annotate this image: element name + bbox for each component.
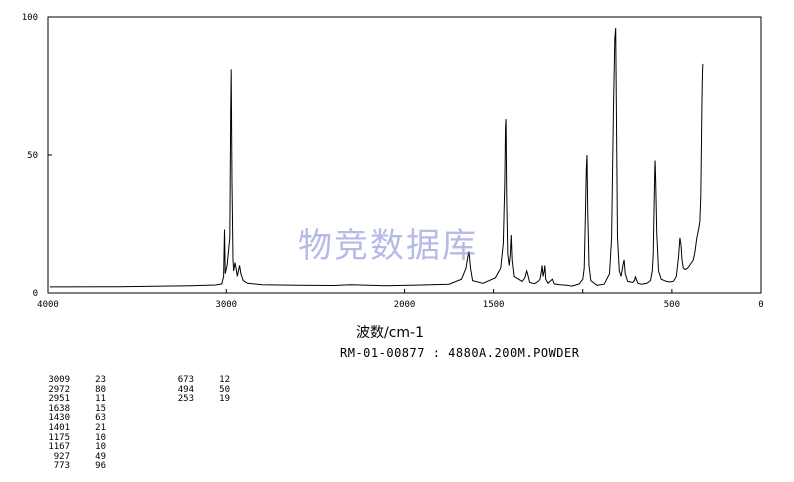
peak-intensity: 10: [95, 442, 106, 453]
peak-row: 1167 10: [46, 443, 106, 453]
peak-wavenumber: 253: [177, 394, 194, 405]
peak-intensity: 12: [219, 375, 230, 385]
peak-row: 1175 10: [46, 432, 106, 444]
peak-row: 494 50: [170, 384, 230, 396]
x-tick-label: 500: [664, 300, 680, 310]
peak-row: 1638 15: [46, 403, 106, 415]
peak-wavenumber: 927: [53, 451, 70, 462]
spectrum-chart: 0 50 100 4000 3000 2000 1500 500 0: [22, 13, 764, 310]
peak-row: 2972 80: [46, 384, 106, 396]
chart-title: RM-01-00877 : 4880A.200M.POWDER: [340, 346, 580, 360]
peak-wavenumber: 2951: [48, 394, 70, 405]
spectrum-series-line: [49, 27, 704, 288]
peak-intensity: 80: [95, 384, 106, 395]
peak-intensity: 15: [95, 403, 106, 414]
peak-table-column-1: 3009 23 2972 80 2951 11 1638 15 1430 63 1401 21 1175…: [46, 375, 106, 472]
x-tick-label: 2000: [394, 300, 416, 310]
peak-row: 673 12: [170, 375, 230, 386]
x-tick-label: 0: [758, 300, 763, 310]
y-axis-ticks: 0 50 100: [22, 13, 52, 299]
y-tick-label: 50: [27, 151, 38, 161]
peak-wavenumber: 1638: [48, 403, 70, 414]
peak-intensity: 23: [95, 375, 106, 385]
peak-wavenumber: 1401: [48, 422, 70, 433]
peak-wavenumber: 3009: [48, 375, 70, 385]
y-tick-label: 100: [22, 13, 38, 23]
peak-intensity: 21: [95, 422, 106, 433]
peak-wavenumber: 2972: [48, 384, 70, 395]
x-axis-ticks: 4000 3000 2000 1500 500 0: [37, 289, 764, 310]
watermark-text: 物竞数据库: [298, 226, 478, 266]
peak-row: 1430 63: [46, 414, 106, 424]
peak-intensity: 10: [95, 432, 106, 443]
peak-intensity: 11: [95, 394, 106, 405]
x-tick-label: 1500: [483, 300, 505, 310]
peak-wavenumber: 773: [53, 461, 70, 472]
peak-intensity: 49: [95, 451, 106, 462]
peak-row: 3009 23: [46, 375, 106, 386]
peak-row: 773 96: [46, 462, 106, 472]
peak-intensity: 50: [219, 384, 230, 395]
peak-intensity: 19: [219, 394, 230, 405]
x-axis-label: 波数/cm-1: [356, 325, 425, 341]
peak-wavenumber: 673: [177, 375, 194, 385]
peak-wavenumber: 494: [177, 384, 194, 395]
peak-wavenumber: 1175: [48, 432, 70, 443]
peak-row: 927 49: [46, 451, 106, 463]
peak-row: 253 19: [170, 395, 230, 405]
x-tick-label: 4000: [37, 300, 59, 310]
y-tick-label: 0: [33, 289, 38, 299]
peak-table-column-2: 673 12 494 50 253 19: [170, 375, 230, 405]
peak-row: 2951 11: [46, 395, 106, 405]
x-tick-label: 3000: [215, 300, 237, 310]
peak-intensity: 96: [95, 461, 106, 472]
peak-wavenumber: 1167: [48, 442, 70, 453]
peak-wavenumber: 1430: [48, 413, 70, 424]
peak-row: 1401 21: [46, 422, 106, 434]
peak-intensity: 63: [95, 413, 106, 424]
